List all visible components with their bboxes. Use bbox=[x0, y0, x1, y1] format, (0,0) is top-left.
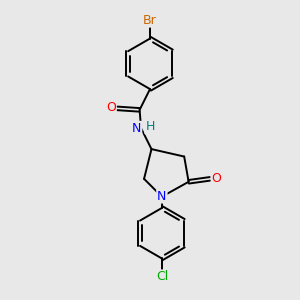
Text: H: H bbox=[145, 120, 155, 133]
Text: N: N bbox=[132, 122, 141, 135]
Text: O: O bbox=[212, 172, 221, 185]
Text: Cl: Cl bbox=[156, 270, 168, 284]
Text: Br: Br bbox=[143, 14, 157, 27]
Text: N: N bbox=[157, 190, 167, 202]
Text: O: O bbox=[106, 101, 116, 114]
